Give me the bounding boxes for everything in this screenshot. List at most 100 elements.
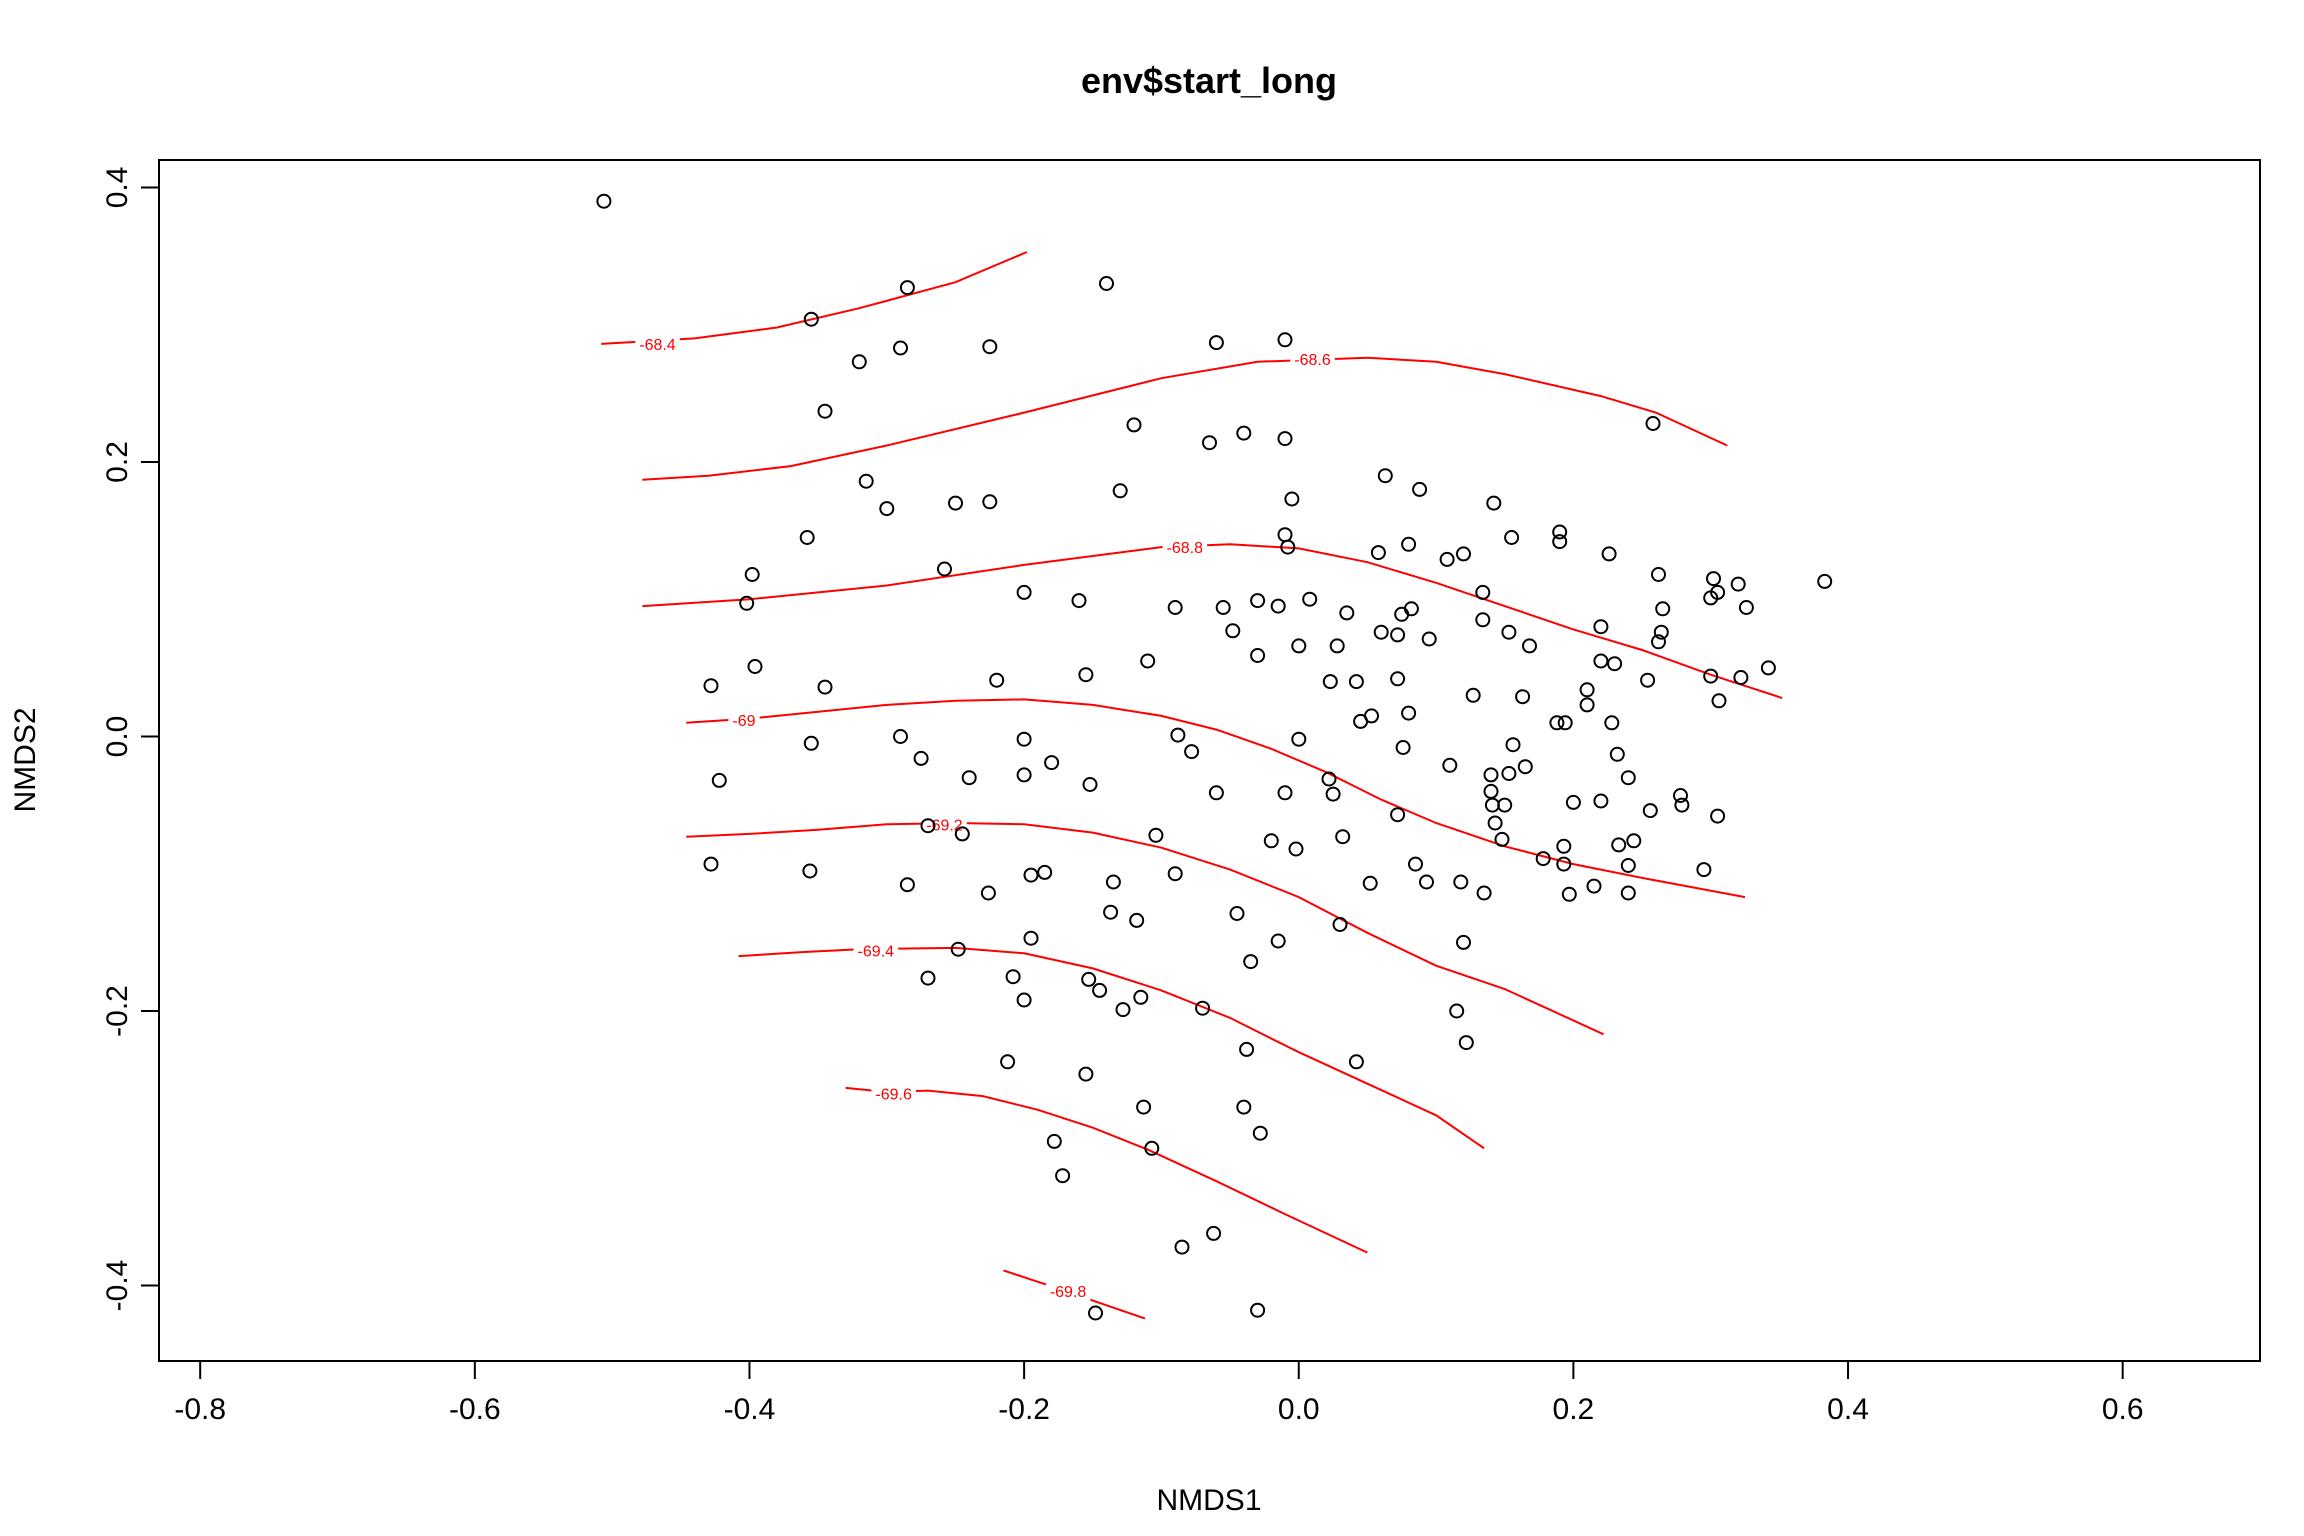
data-point [1696,862,1712,878]
data-point [1611,837,1627,853]
data-point [1561,886,1577,902]
contour-lines: -68.4 -68.6 -68.8 -69 -69.2 -69.4 -69.6 -69.8 [601,251,1783,1320]
data-point [1401,705,1417,721]
data-point [1494,831,1510,847]
data-point [1710,808,1726,824]
data-points [596,193,1833,1321]
data-point [1593,793,1609,809]
data-point [1579,697,1595,713]
x-tick-label: -0.6 [449,1393,501,1426]
data-point [1046,1133,1062,1149]
x-tick-label: 0.0 [1278,1393,1320,1426]
y-tick-label: 0.0 [101,716,134,758]
data-point [1535,851,1551,867]
data-point [961,770,977,786]
data-point [1236,425,1252,441]
data-point [1483,783,1499,799]
data-point [739,595,755,611]
data-point [1016,767,1032,783]
y-tick-label: 0.2 [101,441,134,483]
x-tick-label: 0.6 [2102,1393,2144,1426]
data-point [1456,546,1471,562]
y-axis: -0.4 -0.2 0.0 0.2 0.4 [101,167,160,1311]
data-point [817,403,833,419]
data-point [1270,933,1286,949]
data-point [1206,1225,1222,1241]
data-point [1126,417,1142,433]
data-point [1277,332,1293,348]
contour-label: -69.4 [858,944,895,961]
data-point [1364,708,1379,724]
y-axis-label: NMDS2 [9,707,42,812]
data-point [1078,667,1094,683]
data-point [1105,874,1121,890]
data-point [1170,727,1186,743]
data-point [1703,668,1719,684]
contour-line [686,698,1746,899]
data-point [1112,483,1128,499]
x-tick-label: 0.4 [1827,1393,1869,1426]
contour-label: -68.4 [639,337,676,354]
data-point [1497,797,1513,813]
data-point [1263,833,1279,849]
contour-line [845,1086,1368,1254]
data-point [1552,534,1568,550]
data-point [1419,874,1434,890]
data-point [1215,600,1231,615]
data-point [1557,715,1573,731]
data-point [711,772,727,788]
data-point [1195,1000,1211,1016]
data-point [1609,746,1625,762]
data-point [989,672,1005,688]
data-point [1362,875,1378,891]
data-point [948,495,963,511]
contour-label-background [871,1086,916,1104]
data-point [1475,612,1491,628]
data-point [1640,672,1656,688]
data-point [1044,755,1060,771]
data-point [1760,660,1776,676]
data-point [1412,481,1428,497]
contour-label: -69.6 [875,1086,912,1103]
data-point [1239,1041,1255,1057]
data-point [1710,584,1726,600]
data-point [1395,740,1411,755]
data-point [1565,794,1581,810]
data-point [1394,606,1410,622]
data-point [1005,969,1021,985]
y-tick-label: -0.2 [101,985,134,1037]
data-point [1329,638,1345,654]
data-point [1129,912,1145,928]
data-point [1335,829,1351,845]
data-point [950,941,966,957]
data-point [1133,989,1149,1005]
data-point [1601,546,1617,562]
data-point [1082,777,1098,792]
contour-line [642,543,1783,699]
data-point [858,473,874,489]
data-point [1148,827,1164,843]
data-point [1322,674,1338,690]
contour-label-background [1290,352,1335,370]
data-point [1674,797,1690,813]
data-point [1103,904,1119,920]
data-point [1401,536,1417,552]
contour-line [642,356,1728,481]
data-point [1325,786,1341,802]
x-axis: -0.8 -0.6 -0.4 -0.2 0.0 0.2 0.4 0.6 [174,1360,2144,1426]
data-point [1486,495,1502,511]
data-point [1000,1054,1016,1070]
data-point [1277,785,1293,801]
data-point [1390,807,1406,823]
contour-label: -69 [732,713,755,730]
data-point [1642,803,1658,819]
contour-label-background [728,713,760,731]
data-point [1403,601,1419,617]
data-point [1167,600,1183,615]
data-point [1549,715,1565,731]
data-point [1037,864,1053,880]
x-axis-label: NMDS1 [1156,1484,1261,1517]
data-point [1277,527,1293,543]
data-point [1236,1099,1252,1115]
